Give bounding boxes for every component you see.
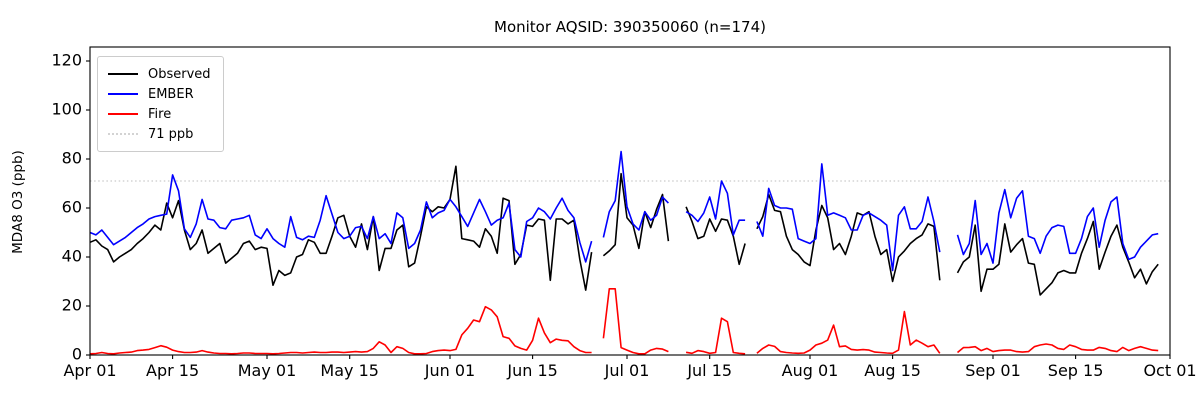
x-tick-label: Jul 01: [604, 361, 650, 380]
x-tick-label: Apr 01: [63, 361, 116, 380]
legend-item-fire: Fire: [108, 104, 211, 124]
legend-item-threshold: 71 ppb: [108, 124, 211, 144]
legend-label: Fire: [148, 106, 172, 122]
x-tick-label: May 01: [238, 361, 297, 380]
y-tick-label: 40: [62, 247, 82, 266]
x-tick-label: Sep 15: [1048, 361, 1104, 380]
y-tick-label: 100: [51, 100, 82, 119]
x-tick-label: Oct 01: [1143, 361, 1196, 380]
y-tick-label: 60: [62, 198, 82, 217]
legend-item-ember: EMBER: [108, 84, 211, 104]
x-tick-label: May 15: [320, 361, 379, 380]
y-tick-label: 120: [51, 51, 82, 70]
y-tick-label: 0: [72, 345, 82, 364]
chart-title: Monitor AQSID: 390350060 (n=174): [494, 18, 766, 36]
fire-line-swatch: [108, 113, 138, 115]
y-tick-label: 80: [62, 149, 82, 168]
threshold-line-swatch: [108, 133, 138, 135]
legend-item-observed: Observed: [108, 64, 211, 84]
x-tick-label: Jun 15: [506, 361, 557, 380]
legend: Observed EMBER Fire 71 ppb: [97, 56, 224, 152]
legend-label: EMBER: [148, 86, 194, 102]
legend-label: 71 ppb: [148, 126, 194, 142]
x-tick-label: Aug 01: [782, 361, 839, 380]
ember-line-swatch: [108, 93, 138, 95]
x-tick-label: Sep 01: [965, 361, 1021, 380]
x-tick-label: Jul 15: [686, 361, 732, 380]
legend-label: Observed: [148, 66, 211, 82]
y-tick-label: 20: [62, 296, 82, 315]
x-tick-label: Jun 01: [424, 361, 475, 380]
observed-line-swatch: [108, 73, 138, 75]
x-tick-label: Apr 15: [146, 361, 199, 380]
x-tick-label: Aug 15: [864, 361, 921, 380]
